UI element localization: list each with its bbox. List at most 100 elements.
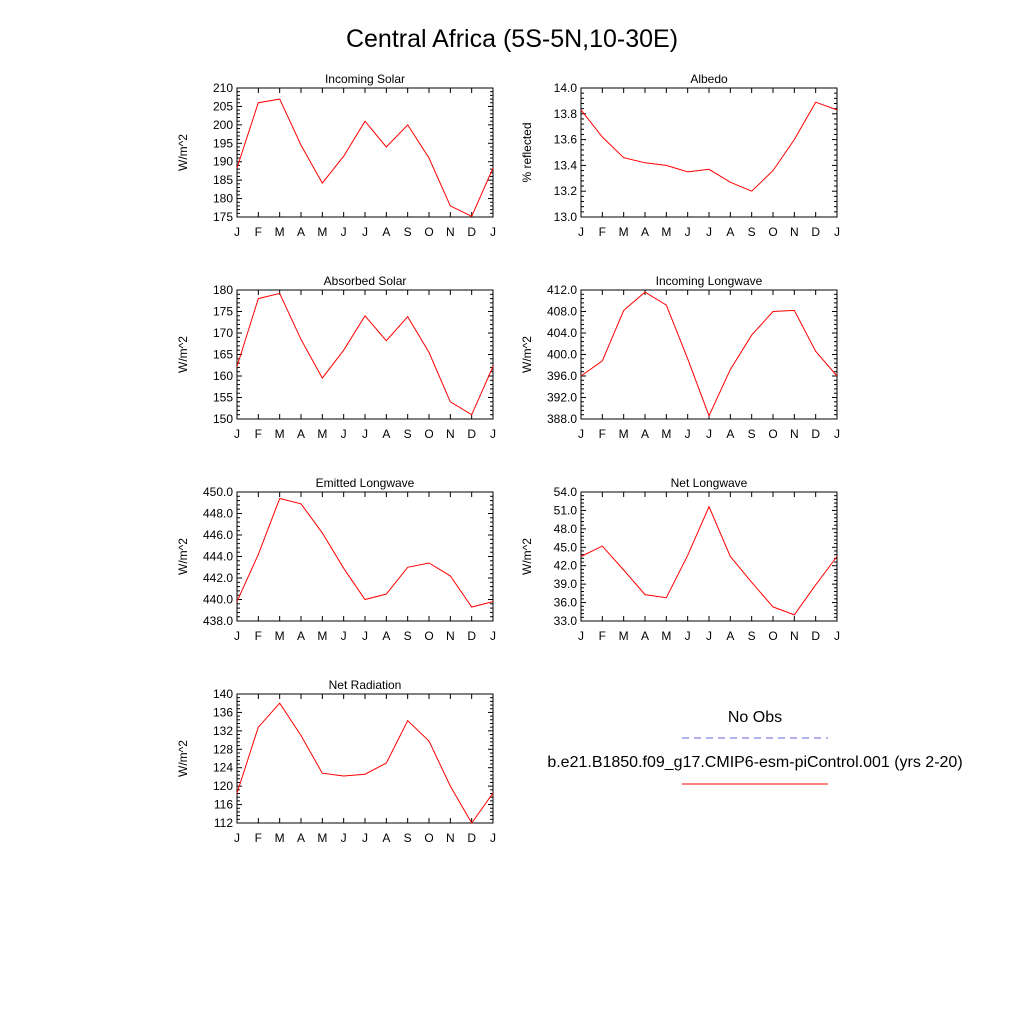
panel-title: Net Longwave: [671, 476, 748, 490]
plot-frame: [580, 491, 838, 622]
x-tick-label: F: [599, 225, 606, 239]
y-tick-label: 440.0: [203, 593, 233, 607]
x-tick-label: S: [404, 225, 412, 239]
y-tick-label: 13.0: [554, 210, 578, 224]
x-tick-label: S: [404, 831, 412, 845]
x-tick-label: N: [446, 427, 455, 441]
x-tick-label: M: [275, 831, 285, 845]
x-tick-label: J: [362, 831, 368, 845]
x-tick-label: J: [834, 225, 840, 239]
x-tick-label: O: [424, 629, 433, 643]
x-tick-label: F: [599, 427, 606, 441]
x-tick-label: A: [382, 427, 390, 441]
y-tick-label: 446.0: [203, 528, 233, 542]
x-tick-label: O: [768, 629, 777, 643]
x-tick-label: M: [275, 225, 285, 239]
x-tick-label: J: [362, 427, 368, 441]
plot-frame: [236, 87, 494, 218]
y-tick-label: 392.0: [547, 391, 577, 405]
y-tick-label: 412.0: [547, 283, 577, 297]
x-tick-label: M: [619, 225, 629, 239]
plot-frame: [580, 87, 838, 218]
x-tick-label: J: [234, 427, 240, 441]
x-tick-label: J: [578, 225, 584, 239]
x-tick-label: J: [362, 225, 368, 239]
y-tick-label: 120: [213, 779, 233, 793]
x-tick-label: S: [748, 427, 756, 441]
y-tick-label: 442.0: [203, 571, 233, 585]
x-tick-label: M: [275, 427, 285, 441]
y-tick-label: 112: [214, 816, 233, 830]
legend-model-label: b.e21.B1850.f09_g17.CMIP6-esm-piControl.…: [547, 754, 962, 771]
y-axis-label: W/m^2: [176, 538, 190, 575]
x-tick-label: A: [382, 629, 390, 643]
y-tick-label: 396.0: [547, 369, 577, 383]
y-tick-label: 54.0: [554, 485, 578, 499]
x-tick-label: A: [382, 225, 390, 239]
x-tick-label: J: [578, 629, 584, 643]
figure-title: Central Africa (5S-5N,10-30E): [346, 25, 678, 53]
y-tick-label: 444.0: [203, 550, 233, 564]
y-tick-label: 185: [213, 173, 233, 187]
x-tick-label: A: [382, 831, 390, 845]
x-tick-label: F: [599, 629, 606, 643]
x-tick-label: M: [317, 427, 327, 441]
x-tick-label: M: [317, 629, 327, 643]
plot-frame: [580, 289, 838, 420]
y-tick-label: 210: [213, 81, 233, 95]
x-tick-label: N: [790, 427, 799, 441]
y-tick-label: 180: [213, 192, 233, 206]
y-tick-label: 13.2: [554, 184, 578, 198]
series-line: [236, 292, 494, 416]
x-tick-label: A: [641, 225, 649, 239]
y-tick-label: 160: [213, 369, 233, 383]
x-tick-label: D: [811, 629, 820, 643]
x-tick-label: J: [490, 629, 496, 643]
plot-frame: [236, 289, 494, 420]
y-tick-label: 33.0: [554, 614, 578, 628]
x-tick-label: J: [685, 427, 691, 441]
series-line: [580, 101, 838, 192]
x-tick-label: F: [255, 831, 262, 845]
x-tick-label: A: [297, 831, 305, 845]
x-tick-label: A: [641, 427, 649, 441]
x-tick-label: S: [748, 629, 756, 643]
x-tick-label: S: [748, 225, 756, 239]
y-tick-label: 190: [213, 155, 233, 169]
y-axis-label: W/m^2: [176, 336, 190, 373]
y-tick-label: 150: [213, 412, 233, 426]
x-tick-label: F: [255, 629, 262, 643]
x-tick-label: J: [490, 831, 496, 845]
x-tick-label: O: [768, 427, 777, 441]
y-tick-label: 180: [213, 283, 233, 297]
y-tick-label: 42.0: [554, 559, 578, 573]
x-tick-label: J: [234, 225, 240, 239]
x-tick-label: N: [790, 629, 799, 643]
x-tick-label: S: [404, 427, 412, 441]
y-tick-label: 408.0: [547, 305, 577, 319]
x-tick-label: J: [706, 427, 712, 441]
x-tick-label: M: [619, 629, 629, 643]
y-tick-label: 136: [213, 705, 233, 719]
y-axis-label: W/m^2: [520, 538, 534, 575]
y-axis-label: W/m^2: [176, 740, 190, 777]
x-tick-label: N: [446, 831, 455, 845]
series-line: [580, 505, 838, 616]
series-line: [580, 291, 838, 418]
series-line: [236, 98, 494, 217]
y-tick-label: 388.0: [547, 412, 577, 426]
panel-title: Albedo: [690, 72, 728, 86]
series-line: [236, 497, 494, 608]
x-tick-label: J: [341, 225, 347, 239]
x-tick-label: D: [467, 831, 476, 845]
plot-frame: [236, 693, 494, 824]
y-tick-label: 438.0: [203, 614, 233, 628]
x-tick-label: A: [297, 225, 305, 239]
y-tick-label: 124: [213, 761, 233, 775]
x-tick-label: O: [424, 225, 433, 239]
x-tick-label: J: [490, 225, 496, 239]
y-tick-label: 14.0: [554, 81, 578, 95]
